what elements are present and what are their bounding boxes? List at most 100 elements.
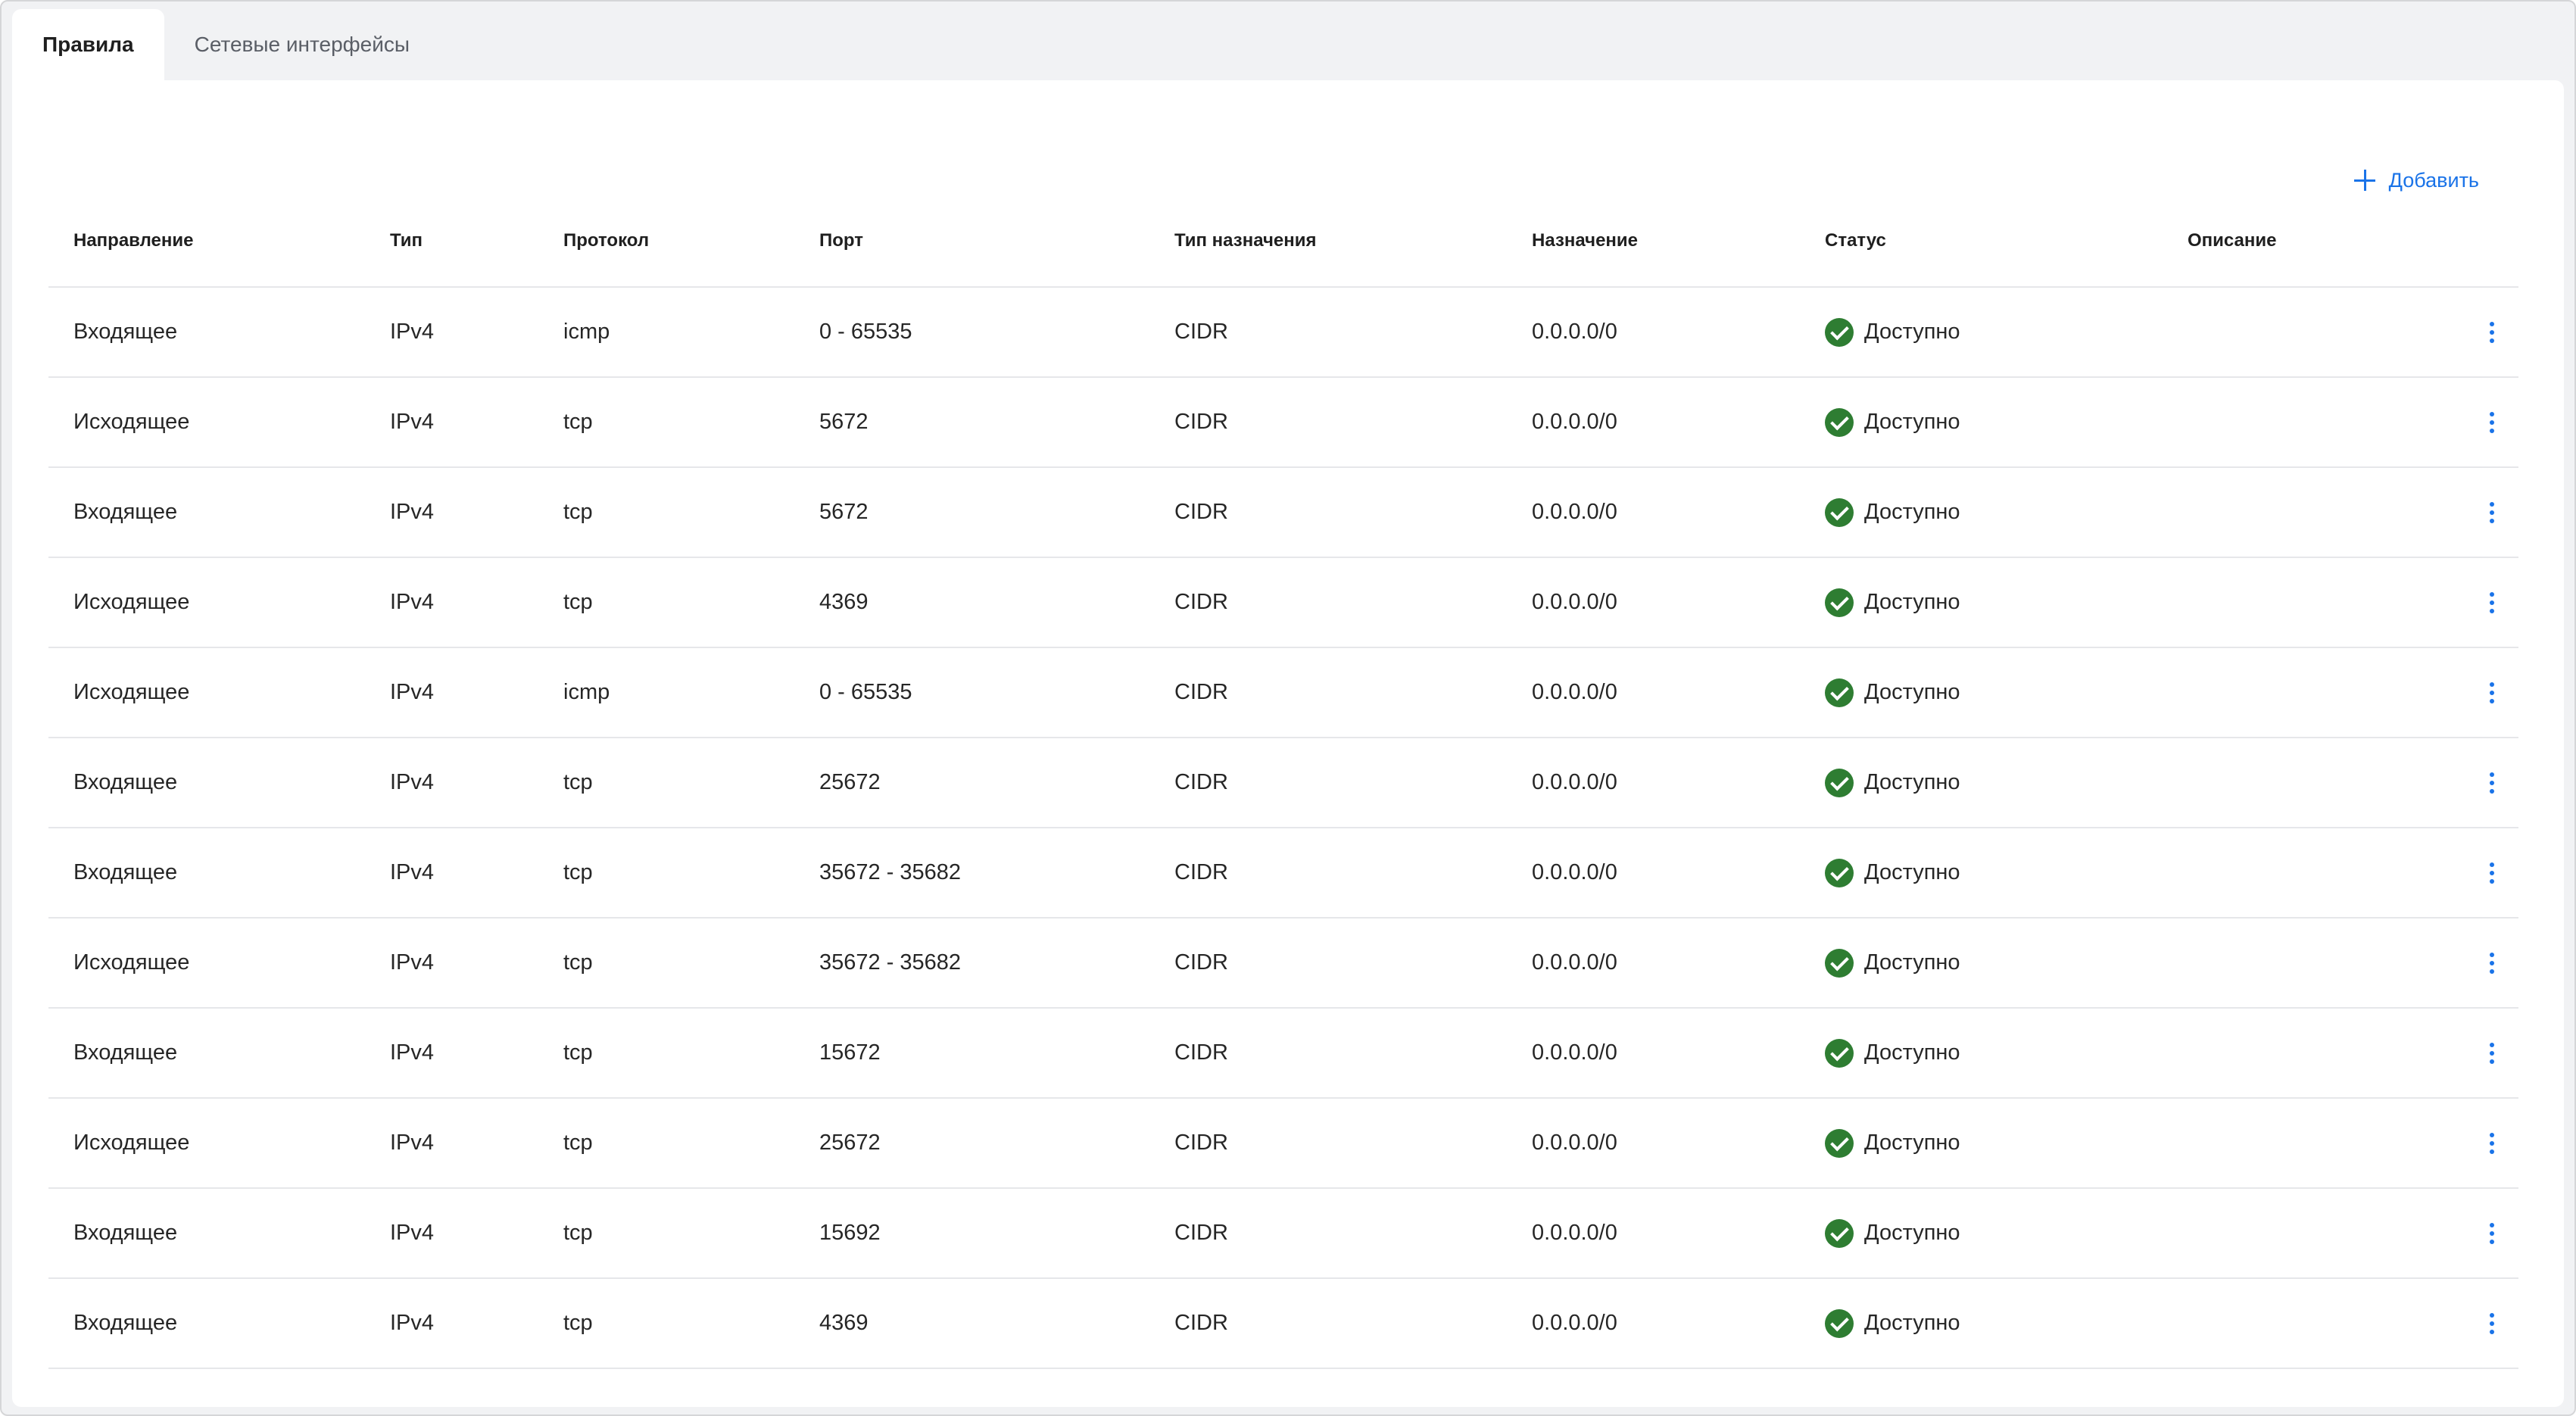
check-circle-icon — [1825, 768, 1854, 797]
destination-type-cell: CIDR — [1149, 1008, 1507, 1099]
type-cell: IPv4 — [365, 1278, 538, 1369]
kebab-dot — [2490, 419, 2494, 425]
more-vertical-icon[interactable] — [2477, 858, 2507, 888]
type-cell: IPv4 — [365, 287, 538, 378]
more-vertical-icon[interactable] — [2477, 768, 2507, 798]
check-circle-icon — [1825, 317, 1854, 347]
more-vertical-icon[interactable] — [2477, 1308, 2507, 1339]
tab-rules[interactable]: Правила — [12, 9, 164, 80]
protocol-cell: tcp — [538, 1278, 794, 1369]
description-cell — [2163, 647, 2412, 738]
kebab-dot — [2490, 608, 2494, 613]
more-vertical-icon[interactable] — [2477, 1038, 2507, 1068]
status-badge: Доступно — [1825, 948, 2163, 978]
status-label: Доступно — [1864, 1311, 1960, 1335]
protocol-cell: tcp — [538, 828, 794, 919]
destination-type-cell: CIDR — [1149, 467, 1507, 558]
kebab-dot — [2490, 1239, 2494, 1244]
actions-cell — [2412, 738, 2518, 828]
table-body: Входящее IPv4 icmp 0 - 65535 CIDR 0.0.0.0/0 До… — [48, 287, 2518, 1369]
type-cell: IPv4 — [365, 828, 538, 919]
direction-cell: Исходящее — [48, 377, 365, 468]
status-label: Доступно — [1864, 320, 1960, 344]
column-header-type: Тип — [365, 195, 538, 288]
more-vertical-icon[interactable] — [2477, 317, 2507, 348]
description-cell — [2163, 828, 2412, 919]
tab-network-interfaces[interactable]: Сетевые интерфейсы — [194, 33, 410, 56]
table-row: Входящее IPv4 icmp 0 - 65535 CIDR 0.0.0.0/0 До… — [48, 287, 2518, 378]
status-label: Доступно — [1864, 860, 1960, 884]
add-rule-button[interactable]: Добавить — [2353, 156, 2479, 204]
destination-type-cell: CIDR — [1149, 647, 1507, 738]
destination-cell: 0.0.0.0/0 — [1507, 647, 1800, 738]
more-vertical-icon[interactable] — [2477, 948, 2507, 978]
protocol-cell: icmp — [538, 287, 794, 378]
kebab-dot — [2490, 329, 2494, 335]
kebab-dot — [2490, 788, 2494, 794]
destination-type-cell: CIDR — [1149, 1098, 1507, 1189]
status-cell: Доступно — [1800, 1278, 2163, 1369]
type-cell: IPv4 — [365, 647, 538, 738]
port-cell: 4369 — [794, 1278, 1149, 1369]
type-cell: IPv4 — [365, 1008, 538, 1099]
kebab-dot — [2490, 428, 2494, 433]
status-cell: Доступно — [1800, 287, 2163, 378]
check-circle-icon — [1825, 497, 1854, 527]
destination-type-cell: CIDR — [1149, 738, 1507, 828]
check-circle-icon — [1825, 588, 1854, 617]
kebab-dot — [2490, 772, 2494, 777]
status-badge: Доступно — [1825, 317, 2163, 347]
check-circle-icon — [1825, 407, 1854, 437]
more-vertical-icon[interactable] — [2477, 1218, 2507, 1249]
port-cell: 25672 — [794, 738, 1149, 828]
status-cell: Доступно — [1800, 647, 2163, 738]
status-label: Доступно — [1864, 500, 1960, 524]
more-vertical-icon[interactable] — [2477, 1128, 2507, 1159]
check-circle-icon — [1825, 1128, 1854, 1158]
table-row: Исходящее IPv4 icmp 0 - 65535 CIDR 0.0.0.0/0 Д… — [48, 647, 2518, 738]
protocol-cell: tcp — [538, 1008, 794, 1099]
status-cell: Доступно — [1800, 377, 2163, 468]
table-row: Входящее IPv4 tcp 15672 CIDR 0.0.0.0/0 Доступн… — [48, 1008, 2518, 1099]
add-rule-label: Добавить — [2388, 168, 2479, 192]
more-vertical-icon[interactable] — [2477, 407, 2507, 438]
direction-cell: Исходящее — [48, 1098, 365, 1189]
status-label: Доступно — [1864, 1131, 1960, 1155]
type-cell: IPv4 — [365, 1098, 538, 1189]
direction-cell: Исходящее — [48, 647, 365, 738]
more-vertical-icon[interactable] — [2477, 497, 2507, 528]
table-row: Исходящее IPv4 tcp 5672 CIDR 0.0.0.0/0 Доступн… — [48, 377, 2518, 468]
destination-cell: 0.0.0.0/0 — [1507, 738, 1800, 828]
check-circle-icon — [1825, 858, 1854, 887]
status-label: Доступно — [1864, 950, 1960, 975]
status-cell: Доступно — [1800, 918, 2163, 1009]
type-cell: IPv4 — [365, 377, 538, 468]
status-badge: Доступно — [1825, 678, 2163, 707]
kebab-dot — [2490, 681, 2494, 687]
kebab-dot — [2490, 338, 2494, 343]
table-row: Исходящее IPv4 tcp 4369 CIDR 0.0.0.0/0 Доступн… — [48, 557, 2518, 648]
column-header-status: Статус — [1800, 195, 2163, 288]
table-header-row: Направление Тип Протокол Порт Тип назнач… — [48, 195, 2518, 288]
port-cell: 0 - 65535 — [794, 647, 1149, 738]
kebab-dot — [2490, 968, 2494, 974]
description-cell — [2163, 918, 2412, 1009]
status-badge: Доступно — [1825, 768, 2163, 797]
status-cell: Доступно — [1800, 1188, 2163, 1279]
protocol-cell: tcp — [538, 467, 794, 558]
check-circle-icon — [1825, 948, 1854, 978]
destination-type-cell: CIDR — [1149, 828, 1507, 919]
description-cell — [2163, 377, 2412, 468]
status-cell: Доступно — [1800, 467, 2163, 558]
plus-icon — [2353, 170, 2375, 191]
status-cell: Доступно — [1800, 828, 2163, 919]
destination-type-cell: CIDR — [1149, 918, 1507, 1009]
status-label: Доступно — [1864, 1040, 1960, 1065]
kebab-dot — [2490, 600, 2494, 605]
more-vertical-icon[interactable] — [2477, 588, 2507, 618]
more-vertical-icon[interactable] — [2477, 678, 2507, 708]
status-cell: Доступно — [1800, 738, 2163, 828]
column-header-destination-type: Тип назначения — [1149, 195, 1507, 288]
protocol-cell: tcp — [538, 377, 794, 468]
kebab-dot — [2490, 698, 2494, 703]
